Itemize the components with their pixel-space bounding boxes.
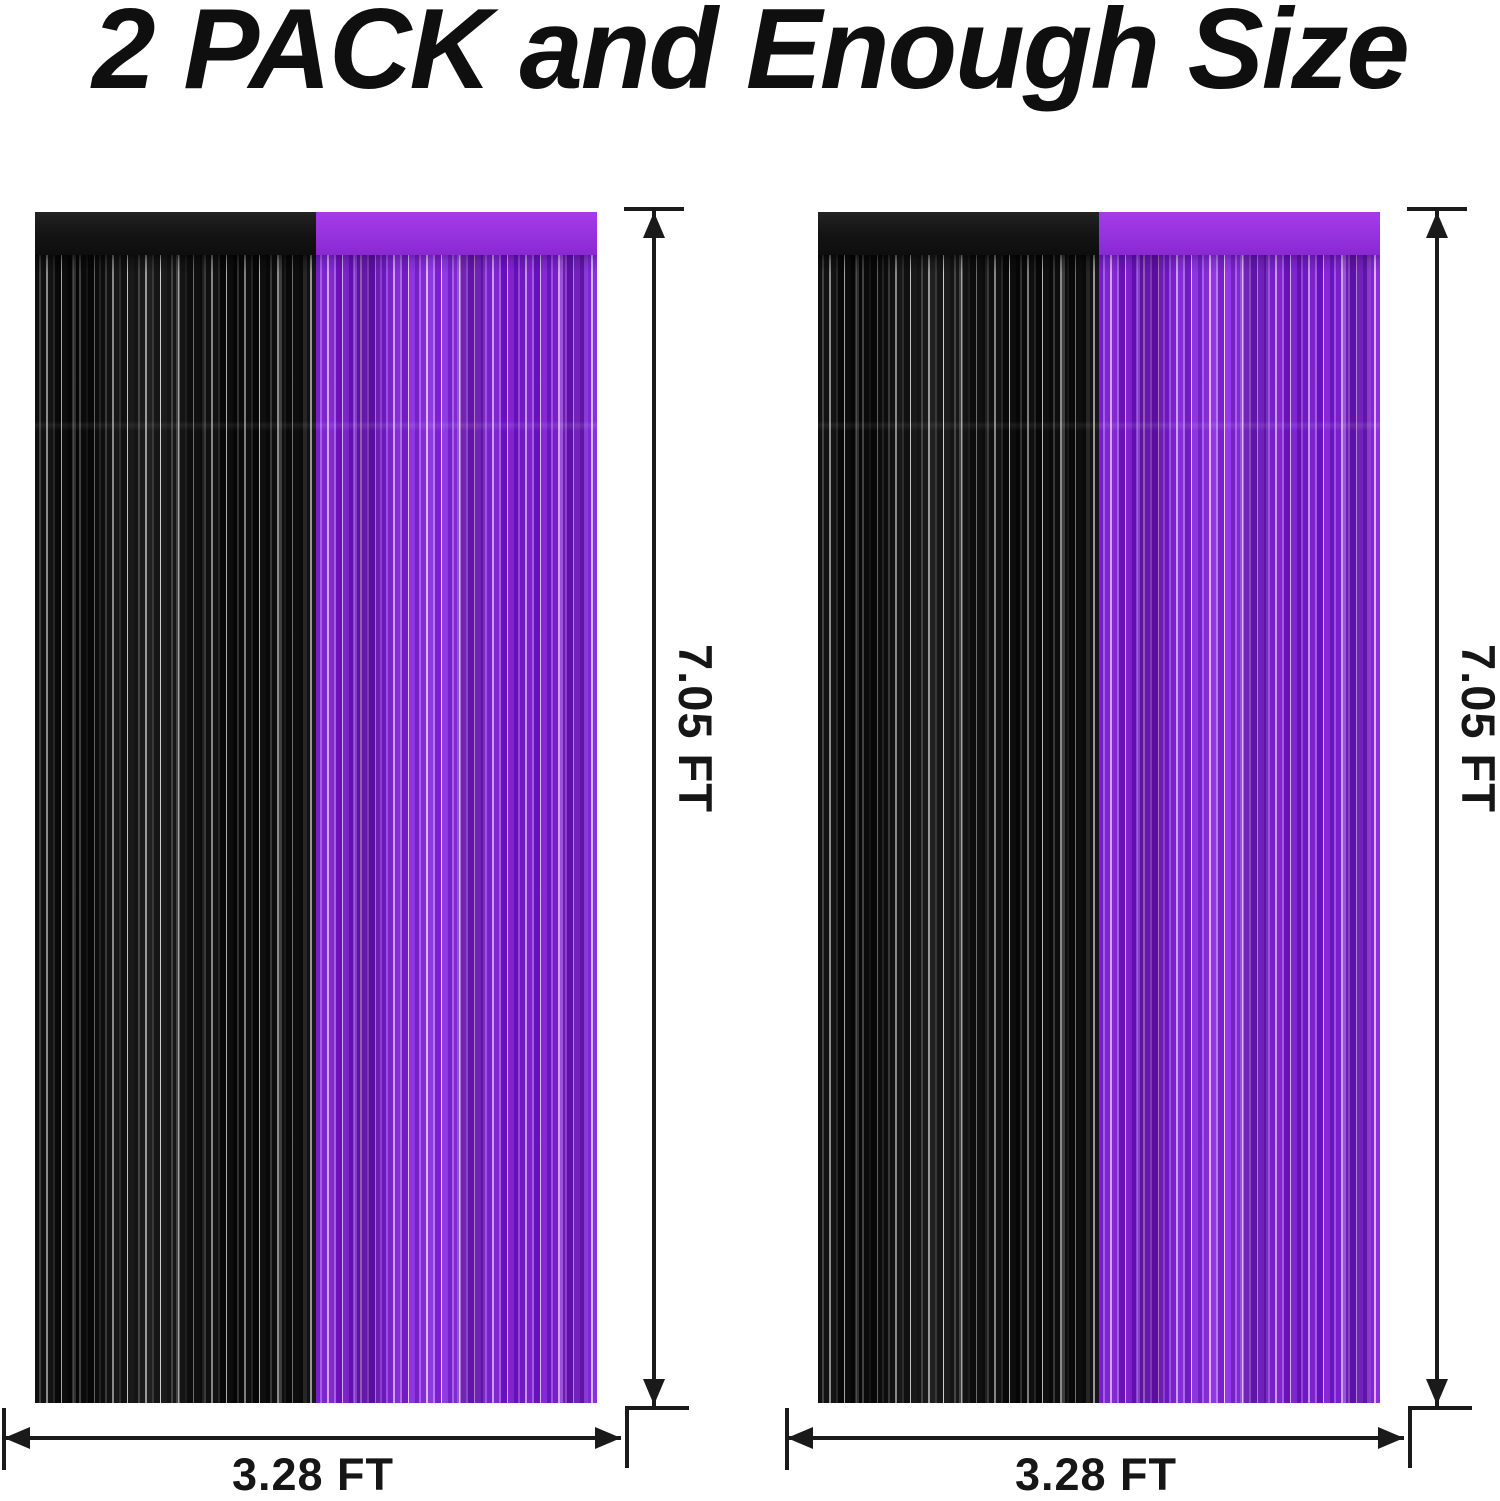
curtain-header-band-black xyxy=(818,212,1099,255)
purple-fringe xyxy=(316,255,597,1403)
curtain-photo xyxy=(35,212,597,1403)
black-fringe xyxy=(35,255,316,1403)
corner-bracket-vertical xyxy=(625,1406,629,1468)
corner-bracket-vertical xyxy=(1408,1406,1412,1468)
height-label: 7.05 FT xyxy=(1452,644,1500,813)
arrow-right-icon xyxy=(1378,1427,1404,1449)
arrow-left-icon xyxy=(4,1427,30,1449)
arrow-up-icon xyxy=(1426,212,1448,238)
height-top-tick xyxy=(1407,207,1467,211)
height-dimension-line xyxy=(1435,210,1439,1406)
black-fringe xyxy=(818,255,1099,1403)
curtain-unit-right: 7.05 FT 3.28 FT xyxy=(783,207,1500,1500)
curtain-unit-left: 7.05 FT 3.28 FT xyxy=(0,207,722,1500)
width-label: 3.28 FT xyxy=(231,1449,395,1500)
purple-curtain-half xyxy=(316,212,597,1403)
arrow-up-icon xyxy=(643,212,665,238)
arrow-down-icon xyxy=(643,1379,665,1405)
width-dimension-line xyxy=(5,1436,621,1440)
headline: 2 PACK and Enough Size xyxy=(92,0,1410,113)
curtain-header-band-black xyxy=(35,212,316,255)
curtain-header-band-purple xyxy=(316,212,597,255)
arrow-left-icon xyxy=(787,1427,813,1449)
black-curtain-half xyxy=(818,212,1099,1403)
arrow-right-icon xyxy=(595,1427,621,1449)
corner-bracket-horizontal xyxy=(625,1406,689,1410)
width-dimension-line xyxy=(788,1436,1404,1440)
curtain-photo xyxy=(818,212,1380,1403)
purple-curtain-half xyxy=(1099,212,1380,1403)
curtain-header-band-purple xyxy=(1099,212,1380,255)
height-top-tick xyxy=(624,207,684,211)
height-label: 7.05 FT xyxy=(669,644,722,813)
width-left-tick xyxy=(785,1408,789,1470)
purple-fringe xyxy=(1099,255,1380,1403)
height-dimension-line xyxy=(652,210,656,1406)
corner-bracket-horizontal xyxy=(1408,1406,1472,1410)
width-label: 3.28 FT xyxy=(1014,1449,1178,1500)
black-curtain-half xyxy=(35,212,316,1403)
width-left-tick xyxy=(2,1408,6,1470)
arrow-down-icon xyxy=(1426,1379,1448,1405)
